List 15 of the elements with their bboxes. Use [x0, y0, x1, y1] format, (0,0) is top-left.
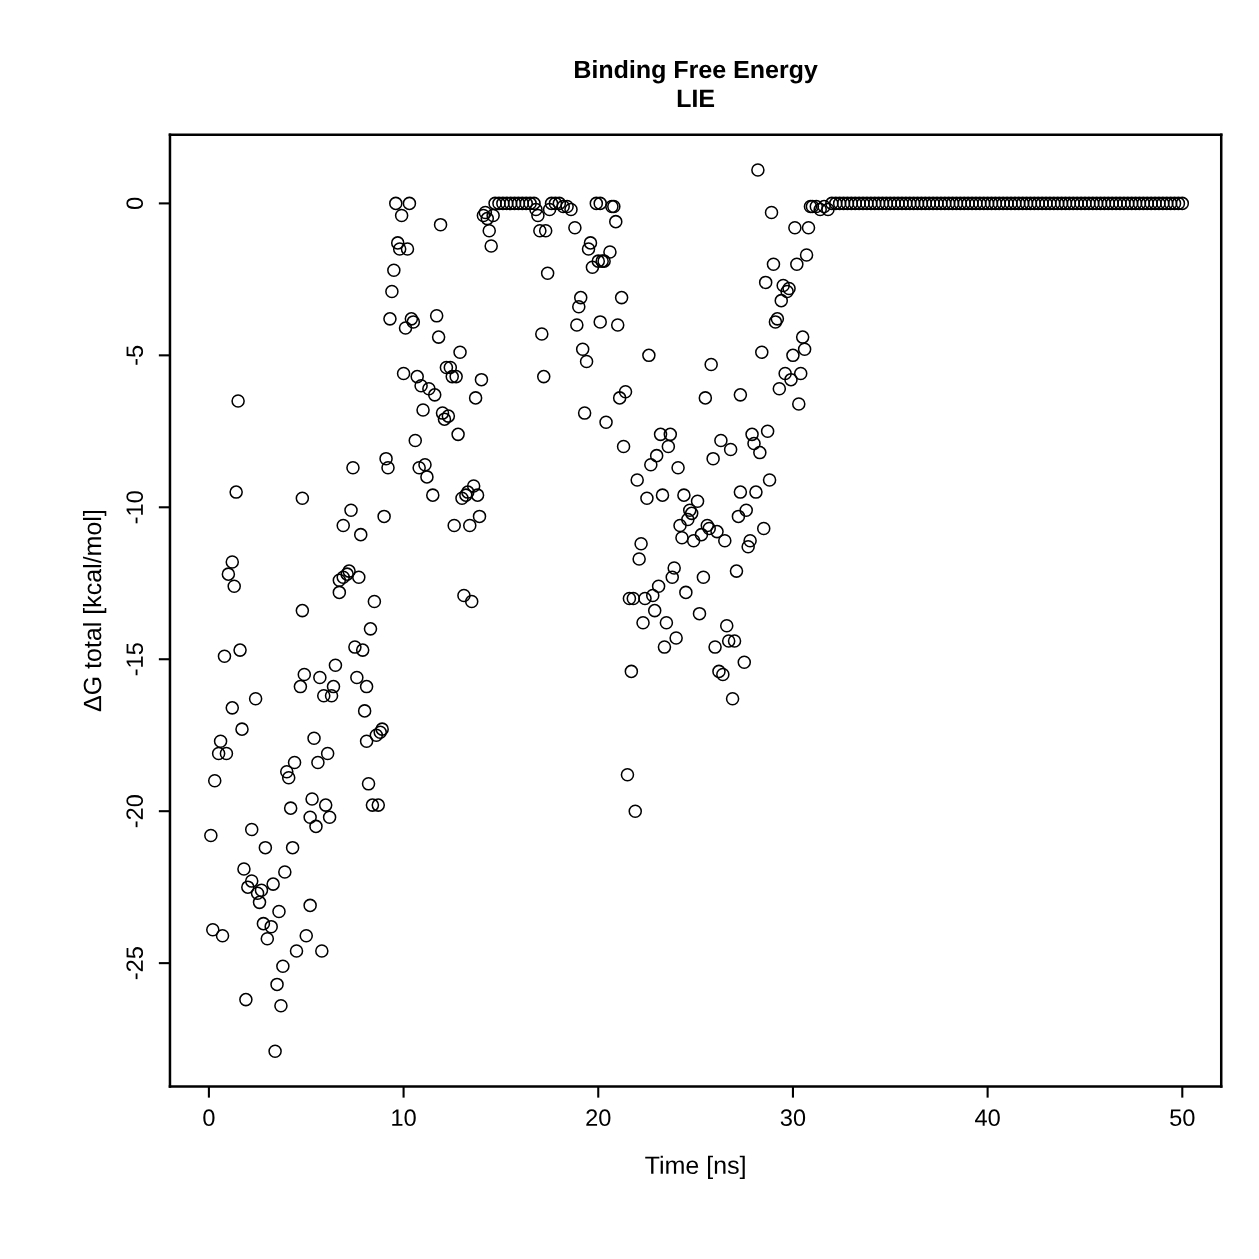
x-tick-label: 30	[780, 1109, 806, 1127]
y-tick-label: -5	[126, 345, 144, 365]
y-axis-title: ΔG total [kcal/mol]	[82, 510, 107, 712]
y-tick-label: -10	[126, 491, 144, 524]
y-tick-label: -20	[126, 795, 144, 828]
y-tick-label: 0	[126, 197, 144, 210]
x-tick-label: 10	[392, 1109, 416, 1127]
y-tick-label: -25	[126, 947, 144, 980]
x-tick-label: 0	[203, 1109, 215, 1127]
x-tick-label: 50	[1170, 1109, 1195, 1127]
x-tick-label: 20	[586, 1109, 611, 1127]
y-tick-label: -15	[126, 643, 144, 676]
x-tick-label: 40	[975, 1109, 1000, 1127]
chart-title: Binding Free Energy LIE	[575, 59, 818, 107]
x-axis-title: Time [ns]	[645, 1155, 745, 1180]
